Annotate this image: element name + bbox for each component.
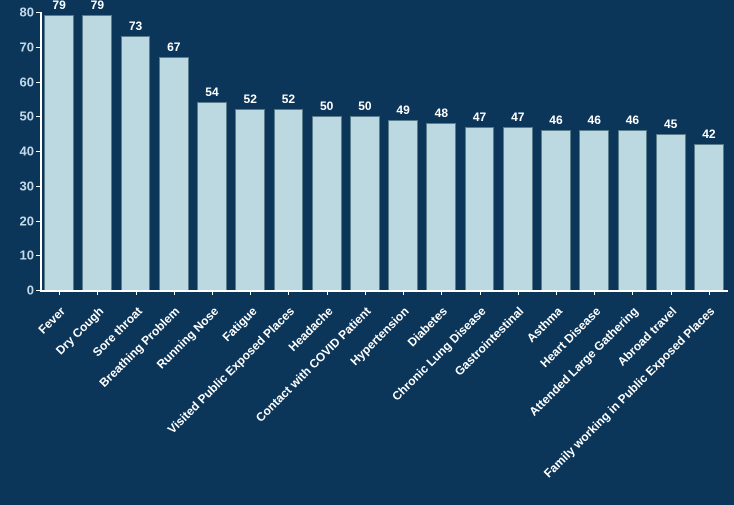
xtick-mark (594, 291, 595, 295)
bar-value-label: 46 (541, 113, 571, 127)
xtick-mark (518, 291, 519, 295)
ytick-mark (36, 116, 40, 117)
xtick-mark (174, 291, 175, 295)
bar: 46 (579, 130, 609, 290)
x-axis (40, 290, 728, 292)
bar: 52 (235, 109, 265, 290)
bar-value-label: 46 (579, 113, 609, 127)
ytick-mark (36, 151, 40, 152)
ytick-label: 50 (6, 109, 34, 124)
bar-value-label: 42 (694, 127, 724, 141)
bar-value-label: 50 (350, 99, 380, 113)
bar-value-label: 79 (82, 0, 112, 12)
ytick-label: 80 (6, 5, 34, 20)
bar-value-label: 79 (44, 0, 74, 12)
bar-value-label: 47 (465, 110, 495, 124)
bar: 48 (426, 123, 456, 290)
plot-area: 0102030405060708079Fever79Dry Cough73Sor… (40, 12, 728, 290)
xtick-mark (288, 291, 289, 295)
xtick-mark (480, 291, 481, 295)
bar-rect (656, 134, 686, 290)
bar-rect (694, 144, 724, 290)
bar: 46 (541, 130, 571, 290)
ytick-mark (36, 255, 40, 256)
symptoms-bar-chart: 0102030405060708079Fever79Dry Cough73Sor… (0, 0, 734, 505)
bar-rect (82, 15, 112, 290)
xtick-mark (97, 291, 98, 295)
bar-rect (541, 130, 571, 290)
bar-value-label: 52 (274, 92, 304, 106)
xtick-mark (59, 291, 60, 295)
y-axis (40, 12, 42, 290)
bar-rect (235, 109, 265, 290)
xtick-mark (556, 291, 557, 295)
xtick-mark (136, 291, 137, 295)
ytick-mark (36, 186, 40, 187)
xtick-mark (709, 291, 710, 295)
xtick-mark (632, 291, 633, 295)
ytick-mark (36, 221, 40, 222)
xtick-mark (441, 291, 442, 295)
ytick-label: 20 (6, 213, 34, 228)
bar-value-label: 73 (121, 19, 151, 33)
bar: 50 (312, 116, 342, 290)
xtick-mark (250, 291, 251, 295)
bar: 49 (388, 120, 418, 290)
bar-value-label: 48 (426, 106, 456, 120)
bar: 54 (197, 102, 227, 290)
bar-rect (465, 127, 495, 290)
xtick-mark (212, 291, 213, 295)
bar-value-label: 67 (159, 40, 189, 54)
bar: 73 (121, 36, 151, 290)
bar-rect (388, 120, 418, 290)
bar: 47 (465, 127, 495, 290)
bar-rect (350, 116, 380, 290)
bar-rect (503, 127, 533, 290)
bar: 46 (618, 130, 648, 290)
bar-rect (579, 130, 609, 290)
bar-rect (121, 36, 151, 290)
ytick-mark (36, 290, 40, 291)
bar: 67 (159, 57, 189, 290)
bar: 45 (656, 134, 686, 290)
ytick-mark (36, 47, 40, 48)
bar-value-label: 47 (503, 110, 533, 124)
xtick-mark (403, 291, 404, 295)
bar-rect (312, 116, 342, 290)
bar-rect (426, 123, 456, 290)
ytick-label: 0 (6, 283, 34, 298)
bar-rect (274, 109, 304, 290)
xtick-label: Gastrointestinal (452, 304, 527, 379)
ytick-label: 40 (6, 144, 34, 159)
ytick-mark (36, 12, 40, 13)
xtick-mark (365, 291, 366, 295)
bar: 47 (503, 127, 533, 290)
ytick-label: 70 (6, 39, 34, 54)
bar-value-label: 50 (312, 99, 342, 113)
bar-value-label: 49 (388, 103, 418, 117)
xtick-mark (327, 291, 328, 295)
bar-rect (197, 102, 227, 290)
bar: 50 (350, 116, 380, 290)
bar-value-label: 54 (197, 85, 227, 99)
bar-value-label: 46 (618, 113, 648, 127)
bar: 79 (44, 15, 74, 290)
bar-rect (44, 15, 74, 290)
xtick-label: Fever (36, 304, 69, 337)
bar-rect (159, 57, 189, 290)
bar: 79 (82, 15, 112, 290)
bar-value-label: 45 (656, 117, 686, 131)
ytick-label: 30 (6, 178, 34, 193)
ytick-label: 60 (6, 74, 34, 89)
bar-value-label: 52 (235, 92, 265, 106)
ytick-label: 10 (6, 248, 34, 263)
bar: 42 (694, 144, 724, 290)
ytick-mark (36, 82, 40, 83)
bar-rect (618, 130, 648, 290)
bar: 52 (274, 109, 304, 290)
xtick-mark (671, 291, 672, 295)
